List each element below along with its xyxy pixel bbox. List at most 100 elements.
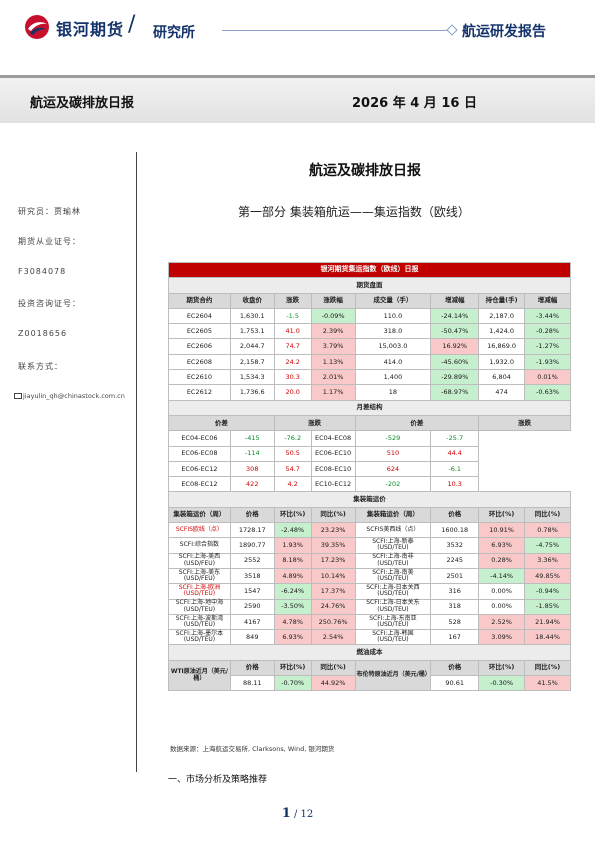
table-row: SCFI:上海-波斯湾 (USD/TEU) 4167 4.78% 250.76% SCF… bbox=[168, 613, 571, 631]
table-cell: SCFIS美西线（点） bbox=[354, 522, 432, 539]
page-separator: / bbox=[290, 809, 301, 820]
table-cell: -45.60% bbox=[430, 353, 480, 371]
futures-col-header: 涨跌 bbox=[273, 292, 312, 309]
table-cell: -529 bbox=[354, 430, 432, 447]
table-cell: 41.5% bbox=[524, 675, 571, 692]
report-type: 航运研发报告 bbox=[462, 24, 546, 40]
table-cell: -6.1 bbox=[430, 460, 480, 478]
table-cell: 414.0 bbox=[354, 353, 432, 371]
spread-col-header: 涨跌 bbox=[273, 414, 356, 432]
futures-col-header: 持仓量(手) bbox=[478, 292, 526, 309]
table-cell: EC2604 bbox=[168, 307, 231, 325]
table-row: EC08-EC12 422 4.2 EC10-EC12 -202 10.3 bbox=[168, 476, 571, 493]
table-row: EC2604 1,630.1 -1.5 -0.09% 110.0 -24.14% 2,187… bbox=[168, 307, 571, 325]
contact-label: 联系方式： bbox=[18, 362, 63, 371]
table-cell: 1,424.0 bbox=[478, 323, 526, 340]
futures-col-header: 收盘价 bbox=[229, 292, 275, 309]
table-cell: EC2612 bbox=[168, 384, 231, 401]
table-cell: 1.13% bbox=[310, 353, 356, 371]
section-title: 第一部分 集装箱航运——集运指数（欧线） bbox=[238, 205, 470, 219]
table-cell: 0.01% bbox=[524, 369, 571, 386]
table-cell: -29.89% bbox=[430, 369, 480, 386]
table-cell: -0.70% bbox=[273, 675, 312, 692]
table-cell: 0.00% bbox=[478, 598, 526, 615]
table-cell: 6.93% bbox=[273, 629, 312, 646]
brand-name: 银河期货 bbox=[56, 20, 125, 39]
brand-divider: / bbox=[128, 12, 136, 37]
table-cell: 1,534.3 bbox=[229, 369, 275, 386]
table-cell: 308 bbox=[229, 460, 275, 478]
invest-advisory-label: 投资咨询证号： bbox=[18, 299, 81, 308]
invest-advisory-number: Z0018656 bbox=[18, 329, 68, 338]
freight-col-header: 同比(%) bbox=[310, 506, 356, 524]
freight-col-header: 同比(%) bbox=[524, 506, 571, 524]
table-cell: -25.7 bbox=[430, 430, 480, 447]
freight-col-header: 集装箱运价（周） bbox=[168, 506, 231, 524]
table-row: SCFI:上海-美东 (USD/FEU) 3518 4.89% 10.14% SCFI:… bbox=[168, 567, 571, 585]
freight-col-header: 环比(%) bbox=[273, 506, 312, 524]
table-cell: 18.44% bbox=[524, 629, 571, 646]
table-row: SCFI:上海-美西 (USD/FEU) 2552 8.18% 17.23% SCFI:… bbox=[168, 552, 571, 569]
table-cell: 1,630.1 bbox=[229, 307, 275, 325]
table-cell: EC2605 bbox=[168, 323, 231, 340]
table-cell: 0.78% bbox=[524, 522, 571, 539]
table-cell: 3.09% bbox=[478, 629, 526, 646]
table-cell: 2.52% bbox=[478, 613, 526, 631]
spread-col-header: 涨跌 bbox=[478, 414, 571, 432]
table-cell: 0.00% bbox=[478, 583, 526, 600]
table-cell: 54.7 bbox=[273, 460, 312, 478]
table-cell: 21.94% bbox=[524, 613, 571, 631]
table-cell: 2,044.7 bbox=[229, 338, 275, 355]
table-cell: -2.48% bbox=[273, 522, 312, 539]
freight-col-header: 价格 bbox=[229, 506, 275, 524]
table-cell: -0.09% bbox=[310, 307, 356, 325]
table-cell: SCFIS欧线（点） bbox=[168, 522, 231, 539]
table-cell: SCFI:上海-南非 (USD/TEU) bbox=[354, 552, 432, 569]
table-cell: 316 bbox=[430, 583, 480, 600]
freight-col-header: 价格 bbox=[430, 506, 480, 524]
table-cell: 4167 bbox=[229, 613, 275, 631]
table-cell: EC06-EC12 bbox=[168, 460, 231, 478]
table-cell: 20.0 bbox=[273, 384, 312, 401]
table-cell: 110.0 bbox=[354, 307, 432, 325]
contact-email[interactable]: jiayulin_qh@chinastock.com.cn bbox=[14, 392, 125, 400]
table-cell: EC06-EC08 bbox=[168, 445, 231, 462]
table-cell: -0.94% bbox=[524, 583, 571, 600]
table-cell: SCFI:上海-墨尔本 (USD/TEU) bbox=[168, 629, 231, 646]
table-cell: 2.39% bbox=[310, 323, 356, 340]
table-cell: 41.0 bbox=[273, 323, 312, 340]
fuel-col-header: 价格 bbox=[229, 659, 275, 677]
freight-col-header: 集装箱运价（周） bbox=[354, 506, 432, 524]
page-current: 1 bbox=[281, 806, 291, 821]
table-cell: EC08-EC10 bbox=[310, 460, 356, 478]
table-cell: -3.44% bbox=[524, 307, 571, 325]
table-cell: -1.27% bbox=[524, 338, 571, 355]
table-cell: 16.92% bbox=[430, 338, 480, 355]
futures-body: EC2604 1,630.1 -1.5 -0.09% 110.0 -24.14% 2,187… bbox=[168, 307, 571, 401]
table-cell: -1.85% bbox=[524, 598, 571, 615]
table-cell: 24.2 bbox=[273, 353, 312, 371]
table-row: SCFI:综合指数 1890.77 1.93% 39.35% SCFI:上海-新泰 (U… bbox=[168, 537, 571, 554]
freight-header-row: 集装箱运价（周） 价格 环比(%) 同比(%) 集装箱运价（周） 价格 环比(%) 同比(%) bbox=[168, 506, 571, 524]
table-title: 银河期货集运指数（欧线）日报 bbox=[168, 261, 571, 279]
fuel-col-header: 同比(%) bbox=[310, 659, 356, 677]
fuel-col-header: 布伦特原油近月（美元/桶） bbox=[354, 659, 432, 692]
header-rule bbox=[222, 30, 450, 31]
table-cell: 44.92% bbox=[310, 675, 356, 692]
table-cell: 474 bbox=[478, 384, 526, 401]
table-cell: 2245 bbox=[430, 552, 480, 569]
table-cell: EC2610 bbox=[168, 369, 231, 386]
table-cell: -0.28% bbox=[524, 323, 571, 340]
table-cell: 88.11 bbox=[229, 675, 275, 692]
table-cell: -114 bbox=[229, 445, 275, 462]
table-row: SCFIS欧线（点） 1728.17 -2.48% 23.23% SCFIS美西线（点）… bbox=[168, 522, 571, 539]
fuel-col-header: 价格 bbox=[430, 659, 480, 677]
table-row: EC06-EC12 308 54.7 EC08-EC10 624 -6.1 bbox=[168, 460, 571, 478]
table-cell: 849 bbox=[229, 629, 275, 646]
fuel-header-row: WTI原油近月（美元/桶） 价格 环比(%) 同比(%) 布伦特原油近月（美元/桶） 价格… bbox=[168, 659, 571, 692]
table-cell: SCFI:综合指数 bbox=[168, 537, 231, 554]
table-cell: 318.0 bbox=[354, 323, 432, 340]
email-address[interactable]: jiayulin_qh@chinastock.com.cn bbox=[23, 392, 125, 400]
section-freight: 集装箱运价 bbox=[168, 491, 571, 508]
table-cell: 1.93% bbox=[273, 537, 312, 554]
